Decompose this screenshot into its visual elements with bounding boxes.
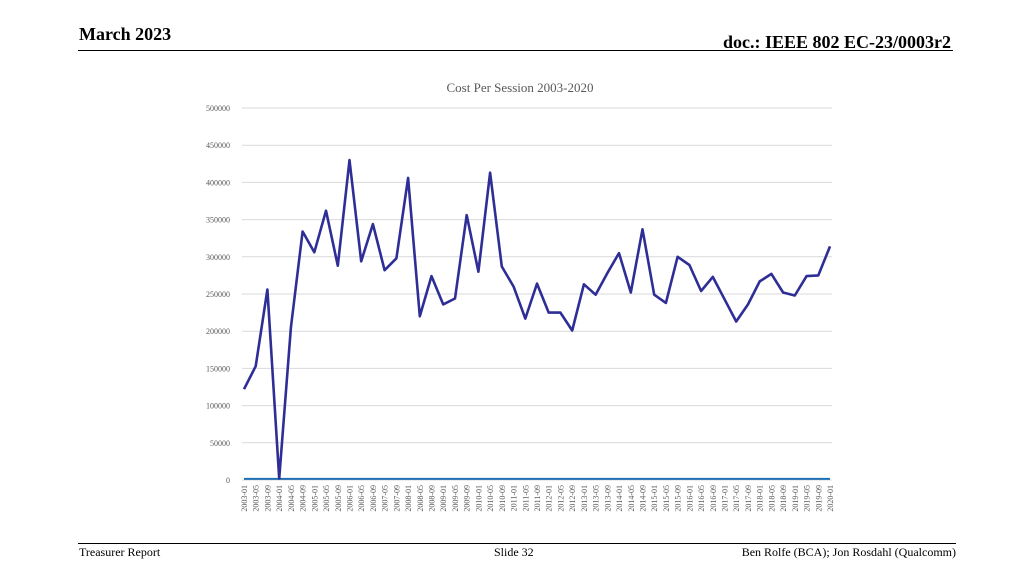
x-tick-label: 2016-01 [685,485,694,512]
x-tick-label: 2019-09 [814,485,823,512]
x-tick-label: 2006-09 [369,485,378,512]
x-tick-label: 2020-01 [826,485,835,512]
header-rule [78,50,953,51]
chart-series [242,158,832,480]
x-tick-label: 2016-09 [709,485,718,512]
x-tick-label: 2016-05 [697,485,706,512]
series-line-1 [242,158,832,480]
x-tick-label: 2006-05 [357,485,366,512]
x-tick-label: 2010-05 [486,485,495,512]
chart-title: Cost Per Session 2003-2020 [447,80,594,95]
y-tick-label: 50000 [210,439,230,448]
x-tick-label: 2017-09 [744,485,753,512]
x-tick-label: 2015-09 [674,485,683,512]
header-date: March 2023 [79,24,172,44]
y-tick-label: 500000 [206,104,230,113]
x-tick-label: 2014-01 [615,485,624,512]
x-tick-label: 2014-09 [638,485,647,512]
y-tick-label: 0 [226,476,230,485]
chart-gridlines [242,107,832,481]
y-tick-label: 100000 [206,402,230,411]
footer-left: Treasurer Report [79,545,161,559]
x-tick-label: 2018-05 [767,485,776,512]
x-tick-label: 2017-05 [732,485,741,512]
x-tick-label: 2009-09 [463,485,472,512]
x-tick-label: 2008-01 [404,485,413,512]
x-tick-label: 2015-05 [662,485,671,512]
footer-rule [78,543,956,544]
x-tick-label: 2008-09 [428,485,437,512]
x-tick-label: 2019-01 [791,485,800,512]
x-tick-label: 2006-01 [345,485,354,512]
y-tick-label: 250000 [206,290,230,299]
y-tick-label: 200000 [206,327,230,336]
x-tick-label: 2004-01 [275,485,284,512]
x-tick-label: 2014-05 [627,485,636,512]
x-tick-label: 2012-05 [556,485,565,512]
y-tick-label: 450000 [206,141,230,150]
x-tick-label: 2003-05 [252,485,261,512]
x-tick-label: 2005-05 [322,485,331,512]
x-tick-label: 2009-05 [451,485,460,512]
x-axis-tick-labels: 2003-01 2003-05 2003-09 2004-01 2004-05 2004-… [240,485,835,512]
x-tick-label: 2008-05 [416,485,425,512]
y-tick-label: 350000 [206,216,230,225]
y-axis-tick-labels: 0 50000 100000 150000 200000 250000 300000 3500… [206,104,230,485]
x-tick-label: 2012-09 [568,485,577,512]
x-tick-label: 2013-05 [592,485,601,512]
x-tick-label: 2007-05 [381,485,390,512]
x-tick-label: 2010-01 [474,485,483,512]
x-tick-label: 2003-01 [240,485,249,512]
y-tick-label: 300000 [206,253,230,262]
x-tick-label: 2013-09 [603,485,612,512]
y-tick-label: 150000 [206,364,230,373]
x-tick-label: 2011-05 [521,485,530,511]
footer-slide-number: Slide 32 [494,545,534,559]
x-tick-label: 2004-05 [287,485,296,512]
footer-authors: Ben Rolfe (BCA); Jon Rosdahl (Qualcomm) [741,545,956,559]
x-tick-label: 2011-09 [533,485,542,511]
x-tick-label: 2005-09 [334,485,343,512]
x-tick-label: 2015-01 [650,485,659,512]
x-tick-label: 2013-01 [580,485,589,512]
header-doc-id: doc.: IEEE 802 EC-23/0003r2 [722,32,951,52]
x-tick-label: 2005-01 [310,485,319,512]
x-tick-label: 2007-09 [392,485,401,512]
x-tick-label: 2018-01 [756,485,765,512]
x-tick-label: 2010-09 [498,485,507,512]
x-tick-label: 2018-09 [779,485,788,512]
x-tick-label: 2017-01 [721,485,730,512]
x-tick-label: 2003-09 [263,485,272,512]
x-tick-label: 2004-09 [299,485,308,512]
x-tick-label: 2011-01 [510,485,519,511]
x-tick-label: 2009-01 [439,485,448,512]
x-tick-label: 2019-05 [803,485,812,512]
x-tick-label: 2012-01 [545,485,554,512]
y-tick-label: 400000 [206,178,230,187]
